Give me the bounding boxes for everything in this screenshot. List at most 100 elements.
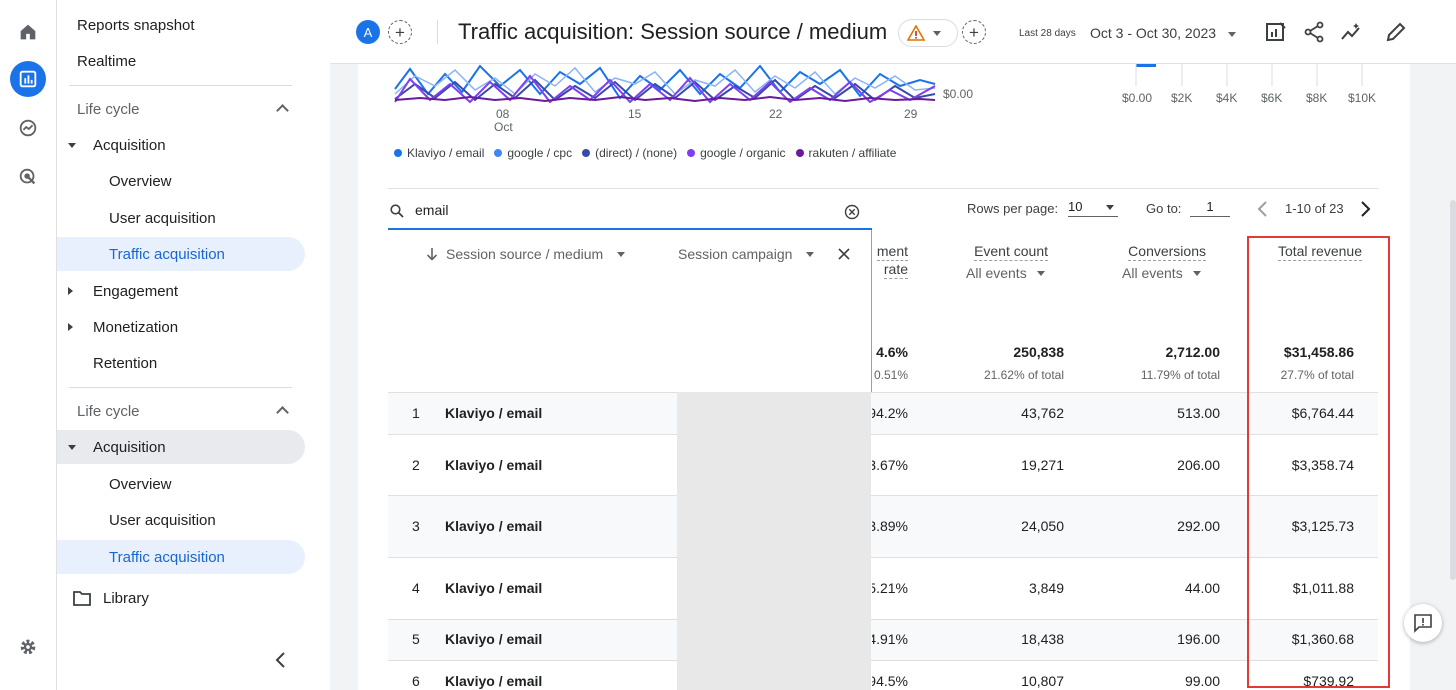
clear-search-icon[interactable]	[844, 204, 860, 220]
line-chart	[394, 64, 936, 104]
nav-acquisition-2[interactable]: Acquisition	[57, 430, 305, 464]
page-title: Traffic acquisition: Session source / me…	[458, 19, 888, 44]
scrollbar[interactable]	[1450, 200, 1456, 580]
goto-label: Go to:	[1146, 201, 1182, 216]
insights-icon[interactable]	[1339, 20, 1363, 44]
caret-right-icon	[68, 323, 73, 331]
nav-user-acquisition-2[interactable]: User acquisition	[109, 511, 216, 529]
nav-lifecycle-header[interactable]: Life cycle	[57, 92, 305, 126]
bar-tick: $10K	[1348, 91, 1377, 105]
total-conversions-pct: 11.79% of total	[1140, 368, 1220, 382]
search-value: email	[415, 202, 449, 218]
chevron-down-icon	[617, 251, 626, 257]
bar	[1136, 64, 1156, 67]
row-rate: 3.67%	[868, 457, 908, 473]
row-rate: 94.5%	[868, 673, 908, 689]
nav-retention[interactable]: Retention	[93, 354, 158, 372]
column-header-partial[interactable]: ment rate	[876, 243, 908, 279]
legend-item[interactable]: (direct) / (none)	[582, 146, 677, 160]
add-filter-icon[interactable]: +	[962, 20, 986, 44]
next-page-icon[interactable]	[1358, 200, 1372, 218]
reports-icon[interactable]	[10, 61, 46, 97]
total-partial-pct: 0.51%	[873, 368, 908, 382]
column-header-session-campaign[interactable]: Session campaign	[678, 246, 815, 262]
warning-chip[interactable]	[898, 19, 958, 47]
total-conversions: 2,712.00	[1165, 344, 1221, 360]
bar-tick: $2K	[1171, 91, 1193, 105]
x-tick: 22	[769, 107, 783, 121]
nav-traffic-acquisition[interactable]: Traffic acquisition	[57, 237, 305, 271]
table-row[interactable]	[388, 660, 1378, 690]
column-header-session-source[interactable]: Session source / medium	[426, 246, 626, 262]
customize-report-icon[interactable]	[1264, 20, 1288, 44]
legend-item[interactable]: google / organic	[687, 146, 786, 160]
row-rate: 5.21%	[868, 580, 908, 596]
table-row[interactable]	[388, 557, 1378, 619]
bar-tick: $6K	[1261, 91, 1283, 105]
caret-down-icon	[68, 142, 76, 148]
nav-traffic-acquisition-2[interactable]: Traffic acquisition	[57, 540, 305, 574]
total-revenue: $31,458.86	[1283, 344, 1354, 360]
nav-overview[interactable]: Overview	[109, 172, 172, 190]
row-rate: 94.2%	[868, 405, 908, 421]
row-number: 1	[412, 405, 420, 421]
remove-dimension-close-icon[interactable]	[838, 248, 850, 260]
goto-input[interactable]: 1	[1190, 199, 1230, 217]
date-range-text: Oct 3 - Oct 30, 2023	[1090, 25, 1217, 41]
nav-engagement[interactable]: Engagement	[57, 274, 305, 308]
nav-overview-2[interactable]: Overview	[109, 475, 172, 493]
search-input[interactable]	[388, 196, 872, 228]
settings-gear-icon[interactable]	[10, 629, 46, 665]
chevron-up-icon	[276, 104, 289, 117]
bar-tick: $0.00	[1122, 91, 1153, 105]
total-event-count: 250,838	[1013, 344, 1064, 360]
row-conversions: 99.00	[1184, 673, 1220, 689]
table-row[interactable]	[388, 434, 1378, 495]
total-partial: 4.6%	[876, 344, 908, 360]
feedback-button[interactable]	[1404, 604, 1442, 642]
row-source: Klaviyo / email	[445, 673, 543, 689]
chevron-up-icon	[276, 406, 289, 419]
legend-item[interactable]: google / cpc	[494, 146, 572, 160]
rows-per-page-select[interactable]: 10	[1068, 199, 1118, 217]
column-header-conversions[interactable]: Conversions	[1128, 243, 1206, 261]
comparison-avatar[interactable]: A	[356, 20, 380, 44]
sort-down-arrow-icon	[426, 248, 438, 261]
edit-pencil-icon[interactable]	[1384, 20, 1408, 44]
nav-realtime[interactable]: Realtime	[77, 52, 137, 70]
column-header-event-count[interactable]: Event count	[974, 243, 1048, 261]
explore-icon[interactable]	[10, 110, 46, 146]
nav-user-acquisition[interactable]: User acquisition	[109, 209, 216, 227]
divider	[437, 20, 438, 44]
advertising-icon[interactable]	[10, 159, 46, 195]
collapse-chevron-left-icon[interactable]	[269, 648, 293, 672]
row-event-count: 19,271	[1021, 457, 1064, 473]
row-conversions: 44.00	[1184, 580, 1220, 596]
caret-right-icon	[68, 287, 73, 295]
prev-page-icon[interactable]	[1256, 200, 1270, 218]
nav-divider	[69, 85, 292, 86]
event-count-filter[interactable]: All events	[966, 265, 1045, 281]
nav-lifecycle-header-2[interactable]: Life cycle	[57, 394, 305, 428]
add-comparison-icon[interactable]: +	[388, 20, 412, 44]
divider	[388, 188, 1378, 189]
nav-monetization[interactable]: Monetization	[57, 310, 305, 344]
share-icon[interactable]	[1302, 20, 1326, 44]
conversions-filter[interactable]: All events	[1122, 265, 1201, 281]
y-tick: $0.00	[943, 87, 974, 101]
nav-reports-snapshot[interactable]: Reports snapshot	[77, 16, 195, 34]
row-event-count: 43,762	[1021, 405, 1064, 421]
nav-library[interactable]: Library	[57, 581, 305, 615]
x-tick: 15	[628, 107, 642, 121]
chart-legend: Klaviyo / email google / cpc (direct) / …	[394, 146, 896, 160]
legend-item[interactable]: rakuten / affiliate	[795, 146, 896, 160]
row-source: Klaviyo / email	[445, 631, 543, 647]
date-range-picker[interactable]: Oct 3 - Oct 30, 2023	[1090, 25, 1236, 41]
nav-acquisition[interactable]: Acquisition	[57, 128, 305, 162]
row-number: 2	[412, 457, 420, 473]
report-header: A + Traffic acquisition: Session source …	[330, 0, 1456, 64]
legend-item[interactable]: Klaviyo / email	[394, 146, 484, 160]
column-header-total-revenue[interactable]: Total revenue	[1277, 243, 1362, 261]
feedback-icon	[1414, 614, 1432, 633]
home-icon[interactable]	[10, 14, 46, 50]
